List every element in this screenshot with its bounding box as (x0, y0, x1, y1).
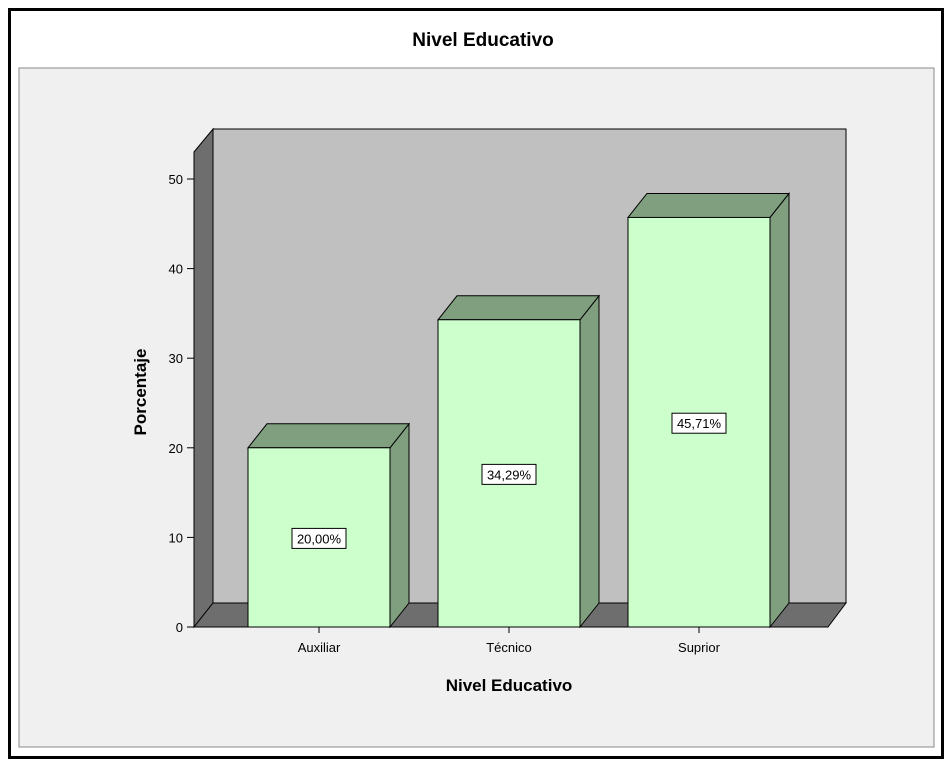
chart-title: Nivel Educativo (412, 30, 554, 51)
x-tick-label: Técnico (486, 640, 532, 655)
y-tick-label: 0 (176, 620, 183, 635)
bar-top (436, 295, 601, 321)
bar-side (769, 192, 790, 629)
bar-top (246, 423, 411, 449)
x-axis-title: Nivel Educativo (446, 676, 573, 695)
y-tick-label: 30 (169, 351, 183, 366)
x-tick-label: Auxiliar (298, 640, 341, 655)
data-label: 20,00% (297, 531, 342, 546)
x-axis-ticks: Auxiliar Técnico Suprior (298, 627, 721, 655)
y-tick-label: 50 (169, 172, 183, 187)
data-label-box (481, 463, 537, 485)
data-label-box (291, 527, 347, 549)
x-tick-label: Suprior (678, 640, 721, 655)
bar-side (389, 422, 410, 629)
side-wall (193, 127, 214, 629)
y-tick-label: 10 (169, 530, 183, 545)
data-label: 34,29% (487, 467, 532, 482)
y-axis-ticks: 0 10 20 30 40 50 (169, 172, 194, 635)
y-tick-label: 20 (169, 441, 183, 456)
data-label: 45,71% (677, 416, 722, 431)
y-axis-title: Porcentaje (131, 349, 150, 436)
data-label-box (671, 412, 727, 434)
bar-side (579, 294, 600, 629)
bar-top (626, 192, 791, 218)
y-tick-label: 40 (169, 262, 183, 277)
bars: 20,00% 34,29% 45,71% (246, 192, 791, 629)
